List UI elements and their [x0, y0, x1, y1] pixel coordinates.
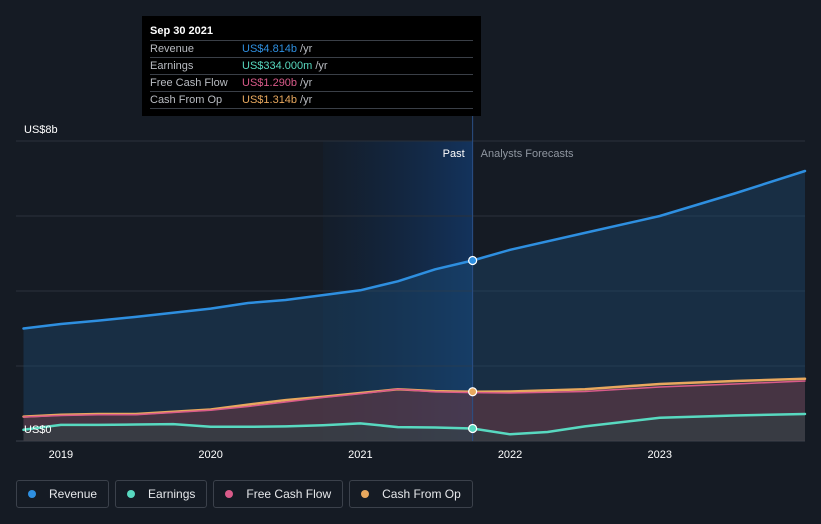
revenue-point[interactable]	[468, 255, 478, 266]
tooltip-row-free-cash-flow: Free Cash Flow US$1.290b /yr	[150, 74, 473, 91]
tooltip-label: Free Cash Flow	[150, 77, 228, 89]
tooltip-row-cash-from-op: Cash From Op US$1.314b /yr	[150, 91, 473, 109]
y-axis-top-label: US$8b	[24, 124, 58, 136]
past-label: Past	[443, 148, 465, 160]
legend-label: Free Cash Flow	[246, 487, 332, 501]
cash-from-op-area	[23, 378, 805, 441]
gridlines	[16, 140, 805, 442]
legend-dot-icon	[28, 490, 36, 498]
tooltip-unit: /yr	[300, 94, 313, 106]
tooltip-value: US$1.314b	[242, 94, 298, 106]
x-tick-label: 2019	[49, 449, 73, 461]
legend-dot-icon	[361, 490, 370, 498]
tooltip-row-earnings: Earnings US$334.000m /yr	[150, 57, 473, 74]
highlight-points	[468, 255, 478, 434]
tooltip-unit: /yr	[315, 60, 328, 72]
chart-legend: Revenue Earnings Free Cash Flow Cash Fro…	[16, 480, 473, 508]
earnings-line	[22, 412, 807, 436]
legend-item-revenue[interactable]: Revenue	[16, 480, 110, 508]
revenue-line	[22, 169, 807, 330]
legend-label: Cash From Op	[382, 487, 461, 501]
tooltip-value: US$4.814b	[242, 43, 298, 55]
legend-label: Revenue	[49, 487, 98, 501]
legend-dot-icon	[225, 490, 234, 498]
x-tick-label: 2020	[198, 449, 222, 461]
tooltip-label: Cash From Op	[150, 94, 223, 106]
data-tooltip: Sep 30 2021 Revenue US$4.814b /yr Earnin…	[142, 16, 481, 116]
x-axis-ticks: 2019 2020 2021 2022 2023	[49, 449, 672, 461]
free-cash-flow-line	[22, 380, 806, 418]
tooltip-label: Earnings	[150, 60, 194, 72]
tooltip-row-revenue: Revenue US$4.814b /yr	[150, 40, 473, 57]
earnings-point[interactable]	[468, 423, 478, 434]
legend-item-earnings[interactable]: Earnings	[115, 480, 208, 508]
x-tick-label: 2022	[498, 449, 522, 461]
tooltip-unit: /yr	[300, 77, 313, 89]
tooltip-unit: /yr	[300, 43, 313, 55]
forecast-label: Analysts Forecasts	[481, 148, 574, 160]
legend-item-cash-from-op[interactable]: Cash From Op	[349, 480, 473, 508]
y-axis-bottom-label: US$0	[24, 424, 52, 436]
x-tick-label: 2023	[648, 449, 672, 461]
series-lines	[22, 169, 807, 436]
legend-dot-icon	[127, 490, 136, 498]
tooltip-value: US$1.290b	[242, 77, 298, 89]
tooltip-label: Revenue	[150, 43, 195, 55]
revenue-area	[23, 171, 805, 441]
legend-item-free-cash-flow[interactable]: Free Cash Flow	[213, 480, 344, 508]
tooltip-value: US$334.000m	[242, 60, 313, 72]
legend-label: Earnings	[148, 487, 196, 501]
tooltip-date: Sep 30 2021	[150, 25, 213, 37]
cash-from-op-point[interactable]	[468, 387, 478, 397]
x-tick-label: 2021	[348, 449, 372, 461]
